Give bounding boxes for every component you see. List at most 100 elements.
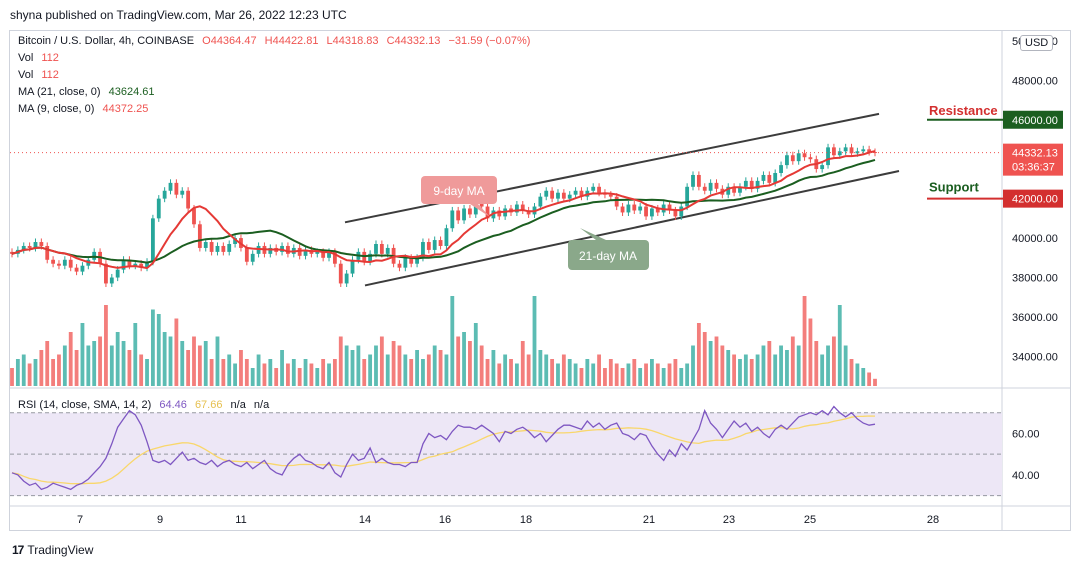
candle bbox=[473, 202, 478, 215]
support-price-tag bbox=[1003, 189, 1063, 208]
legend-symbol: Bitcoin / U.S. Dollar, 4h, COINBASE bbox=[18, 35, 195, 47]
rsi-tick-label: 40.00 bbox=[1012, 470, 1040, 482]
candle bbox=[162, 190, 167, 199]
volume-bar bbox=[573, 363, 578, 386]
candle bbox=[538, 196, 543, 207]
volume-bar bbox=[450, 296, 455, 386]
candle bbox=[732, 186, 737, 193]
candle bbox=[344, 273, 349, 284]
volume-bar bbox=[632, 359, 637, 386]
volume-bar bbox=[802, 296, 807, 386]
volume-bar bbox=[139, 354, 144, 386]
price-tick-label: 34000.00 bbox=[1012, 351, 1058, 363]
candle bbox=[192, 208, 196, 225]
candle bbox=[409, 257, 414, 264]
volume-bar bbox=[209, 359, 214, 386]
volume-bar bbox=[385, 354, 390, 386]
candle bbox=[33, 242, 38, 248]
candle bbox=[444, 228, 449, 246]
candle bbox=[802, 153, 807, 158]
candle bbox=[127, 259, 132, 266]
volume-bar bbox=[221, 359, 226, 386]
volume-bar bbox=[820, 354, 825, 386]
candle bbox=[303, 249, 308, 256]
candle bbox=[626, 204, 631, 213]
volume-bar bbox=[849, 359, 854, 386]
support-price-text: 42000.00 bbox=[1012, 194, 1058, 206]
volume-bar bbox=[145, 359, 149, 386]
ma21-value: 43624.61 bbox=[108, 86, 155, 98]
volume-bar bbox=[861, 368, 866, 386]
volume-bar bbox=[10, 368, 14, 386]
volume-bar bbox=[280, 350, 284, 386]
tradingview-brand[interactable]: 17 TradingView bbox=[12, 543, 93, 557]
volume-bar bbox=[679, 368, 684, 386]
currency-badge[interactable]: USD bbox=[1020, 35, 1054, 51]
volume-bar bbox=[550, 359, 555, 386]
candle bbox=[608, 194, 613, 197]
volume-bar bbox=[133, 323, 138, 386]
volume-bar bbox=[57, 354, 61, 386]
volume-bar bbox=[479, 345, 484, 386]
candle bbox=[591, 186, 596, 191]
rsi-value: 64.46 bbox=[159, 399, 187, 411]
candle bbox=[468, 208, 472, 215]
candle bbox=[785, 155, 789, 166]
volume-bar bbox=[256, 354, 261, 386]
volume-bar bbox=[45, 341, 50, 386]
volume-bar bbox=[332, 359, 337, 386]
candle bbox=[567, 194, 572, 199]
resistance-price-tag bbox=[1003, 110, 1063, 129]
volume-bar bbox=[702, 332, 707, 386]
volume-bar bbox=[738, 359, 742, 386]
volume-bar bbox=[620, 368, 625, 386]
volume-bar bbox=[315, 368, 320, 386]
volume-bar bbox=[174, 318, 179, 386]
legend-low: L44318.83 bbox=[326, 35, 379, 47]
volume-bar bbox=[15, 359, 20, 386]
support-label: Support bbox=[929, 180, 979, 195]
ma21-callout: 21-day MA bbox=[568, 228, 649, 270]
volume-bar bbox=[68, 332, 73, 386]
candle bbox=[368, 253, 373, 262]
volume-bar bbox=[468, 341, 472, 386]
volume-bar bbox=[391, 341, 396, 386]
volume-bar bbox=[286, 363, 290, 386]
legend-open: O44364.47 bbox=[202, 35, 257, 47]
volume-bar bbox=[814, 341, 819, 386]
volume-bar bbox=[197, 345, 202, 386]
candle bbox=[550, 190, 555, 199]
volume-legend-2: Vol 112 bbox=[18, 67, 59, 84]
volume-bar bbox=[115, 332, 120, 386]
volume-bar bbox=[796, 345, 801, 386]
volume-bar bbox=[344, 345, 349, 386]
price-tick-label: 36000.00 bbox=[1012, 312, 1058, 324]
volume-bar bbox=[685, 363, 690, 386]
candle bbox=[197, 224, 202, 248]
candle bbox=[514, 204, 519, 213]
ma9-legend: MA (9, close, 0) 44372.25 bbox=[18, 101, 148, 118]
ma9-callout-box bbox=[421, 176, 497, 204]
candle bbox=[315, 251, 320, 254]
legend-change: −31.59 (−0.07%) bbox=[448, 35, 531, 47]
volume-bar bbox=[168, 336, 173, 386]
time-tick-label: 23 bbox=[723, 514, 735, 526]
volume-bar bbox=[374, 345, 378, 386]
volume-bar bbox=[192, 336, 196, 386]
resistance-label: Resistance bbox=[929, 103, 998, 118]
candle bbox=[109, 277, 114, 284]
volume-bar bbox=[426, 354, 431, 386]
volume-legend: Vol 112 bbox=[18, 50, 59, 67]
candle bbox=[485, 206, 490, 219]
candle bbox=[579, 190, 584, 197]
rsi-tick-label: 60.00 bbox=[1012, 428, 1040, 440]
volume-bar bbox=[109, 345, 114, 386]
volume-bar bbox=[415, 350, 419, 386]
candle bbox=[497, 210, 502, 217]
volume-bar bbox=[520, 341, 525, 386]
candle bbox=[644, 206, 648, 217]
candle bbox=[203, 242, 208, 248]
candle bbox=[767, 174, 772, 183]
channel-upper-line bbox=[344, 112, 880, 224]
